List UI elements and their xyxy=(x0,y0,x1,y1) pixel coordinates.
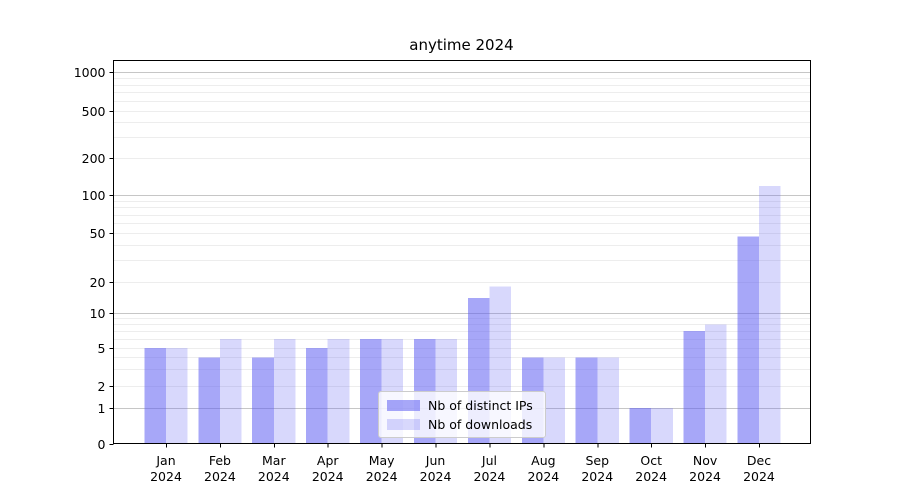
bar-nb-of-downloads-apr xyxy=(327,338,350,444)
bar-nb-of-downloads-aug xyxy=(543,357,565,444)
x-tick-label-month: Jan xyxy=(155,453,175,468)
bar-nb-of-downloads-nov xyxy=(705,324,727,444)
x-tick-label-year: 2024 xyxy=(635,469,667,484)
bar-nb-of-distinct-ips-nov xyxy=(683,331,706,444)
y-tick-label: 50 xyxy=(90,226,106,241)
x-tick-label-year: 2024 xyxy=(474,469,506,484)
x-tick-label-year: 2024 xyxy=(204,469,236,484)
y-tick-label: 5 xyxy=(98,341,106,356)
chart-title: anytime 2024 xyxy=(409,36,514,54)
x-tick-label-year: 2024 xyxy=(581,469,613,484)
bar-nb-of-downloads-oct xyxy=(651,408,673,444)
y-tick-label: 20 xyxy=(90,275,106,290)
x-tick-label-year: 2024 xyxy=(743,469,775,484)
bar-nb-of-distinct-ips-apr xyxy=(306,348,328,444)
legend-swatch-downloads xyxy=(387,418,420,430)
bar-nb-of-distinct-ips-oct xyxy=(629,408,652,444)
x-tick-label-year: 2024 xyxy=(689,469,721,484)
bar-nb-of-downloads-jan xyxy=(166,348,188,444)
y-tick-label: 100 xyxy=(82,188,106,203)
legend-item-distinct-ips: Nb of distinct IPs xyxy=(387,398,537,413)
bar-nb-of-distinct-ips-may xyxy=(360,338,382,444)
legend-label-downloads: Nb of downloads xyxy=(428,416,533,432)
bar-nb-of-downloads-mar xyxy=(273,338,296,444)
x-tick-label-year: 2024 xyxy=(258,469,290,484)
y-tick-label: 200 xyxy=(82,151,106,166)
bar-nb-of-distinct-ips-dec xyxy=(737,236,759,444)
legend: Nb of distinct IPs Nb of downloads xyxy=(378,391,546,438)
x-tick-label-month: Jun xyxy=(425,453,446,468)
bar-nb-of-downloads-dec xyxy=(758,186,781,444)
bar-nb-of-distinct-ips-sep xyxy=(575,357,598,444)
y-tick-label: 0 xyxy=(98,437,106,452)
x-tick-label-month: Dec xyxy=(747,453,771,468)
x-tick-label-month: Mar xyxy=(262,453,286,468)
y-tick-label: 2 xyxy=(98,379,106,394)
x-tick-label-month: Nov xyxy=(693,453,718,468)
x-tick-label-month: Oct xyxy=(640,453,662,468)
y-tick-label: 1000 xyxy=(74,65,106,80)
x-tick-label-month: Feb xyxy=(209,453,231,468)
legend-swatch-distinct-ips xyxy=(387,399,420,411)
x-tick-label-year: 2024 xyxy=(420,469,452,484)
x-tick-label-year: 2024 xyxy=(527,469,559,484)
y-tick-label: 500 xyxy=(82,104,106,119)
x-tick-label-month: May xyxy=(369,453,395,468)
x-tick-label-month: Aug xyxy=(531,453,555,468)
bar-nb-of-downloads-sep xyxy=(597,357,619,444)
bar-nb-of-distinct-ips-mar xyxy=(252,357,274,444)
plot-border xyxy=(113,60,811,444)
bar-nb-of-distinct-ips-feb xyxy=(198,357,220,444)
x-tick-label-month: Jul xyxy=(481,453,497,468)
x-tick-label-year: 2024 xyxy=(150,469,182,484)
legend-item-downloads: Nb of downloads xyxy=(387,417,537,432)
x-tick-label-month: Apr xyxy=(317,453,339,468)
x-tick-label-month: Sep xyxy=(585,453,609,468)
legend-label-distinct-ips: Nb of distinct IPs xyxy=(428,397,533,413)
x-tick-label-year: 2024 xyxy=(366,469,398,484)
y-tick-label: 1 xyxy=(98,401,106,416)
bar-nb-of-downloads-feb xyxy=(219,338,242,444)
x-tick-label-year: 2024 xyxy=(312,469,344,484)
bar-nb-of-distinct-ips-jan xyxy=(144,348,166,444)
y-tick-label: 10 xyxy=(90,306,106,321)
